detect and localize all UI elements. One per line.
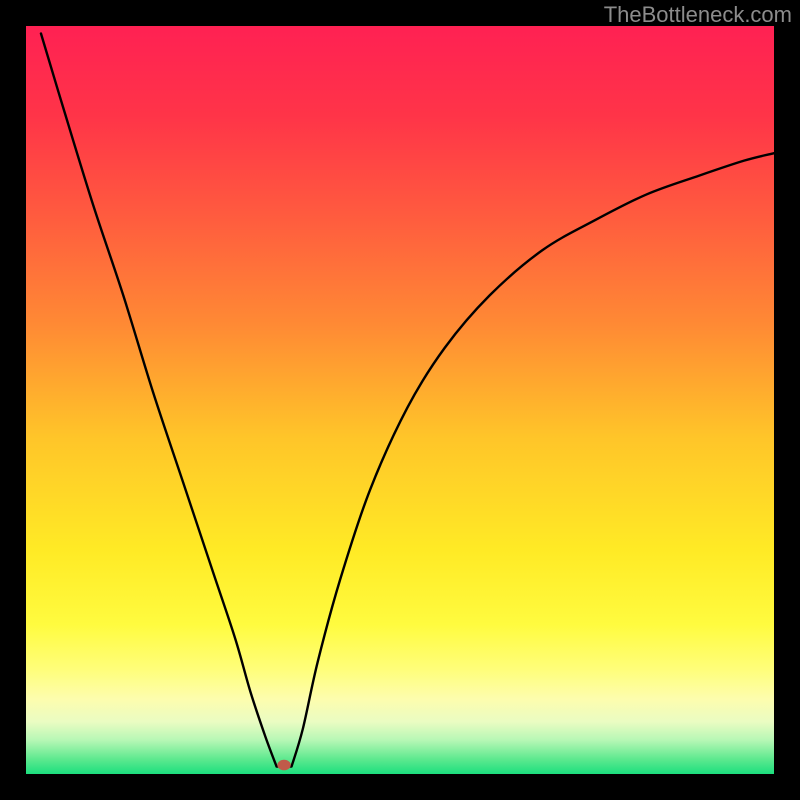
chart-canvas [0,0,800,800]
bottleneck-chart: TheBottleneck.com [0,0,800,800]
optimal-point-marker [277,760,290,770]
watermark-text: TheBottleneck.com [604,2,792,28]
plot-background [26,26,774,774]
